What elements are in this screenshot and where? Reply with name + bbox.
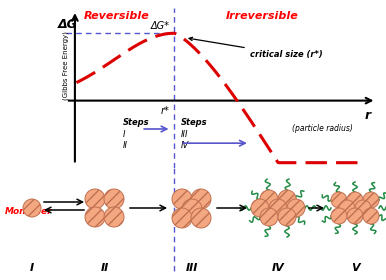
Circle shape (260, 190, 278, 208)
Circle shape (269, 199, 287, 217)
Text: II: II (123, 141, 128, 150)
Circle shape (191, 189, 211, 209)
Text: critical size (r*): critical size (r*) (189, 37, 322, 59)
Circle shape (355, 200, 371, 216)
Text: I: I (30, 263, 34, 273)
Circle shape (104, 207, 124, 227)
Circle shape (339, 200, 355, 216)
Circle shape (347, 208, 363, 224)
Circle shape (278, 190, 296, 208)
Circle shape (331, 192, 347, 208)
Circle shape (278, 208, 296, 226)
Text: III: III (186, 263, 198, 273)
Circle shape (85, 207, 105, 227)
Circle shape (260, 208, 278, 226)
Text: (Gibbs Free Energy): (Gibbs Free Energy) (62, 31, 68, 100)
Text: IV: IV (272, 263, 284, 273)
Circle shape (104, 189, 124, 209)
Text: Monomer: Monomer (5, 207, 52, 216)
Circle shape (23, 199, 41, 217)
Circle shape (172, 189, 192, 209)
Text: Steps: Steps (180, 118, 207, 127)
Circle shape (85, 189, 105, 209)
Text: (particle radius): (particle radius) (292, 124, 352, 133)
Text: ΔG: ΔG (58, 18, 77, 31)
Circle shape (363, 208, 379, 224)
Circle shape (287, 199, 305, 217)
Text: Irreversible: Irreversible (225, 11, 298, 21)
Circle shape (172, 208, 192, 228)
Circle shape (363, 192, 379, 208)
Text: r*: r* (161, 106, 170, 116)
Text: Reversible: Reversible (84, 11, 150, 21)
Circle shape (251, 199, 269, 217)
Text: III: III (180, 130, 188, 139)
Text: IV: IV (180, 141, 189, 150)
Circle shape (182, 199, 202, 219)
Text: r: r (364, 109, 371, 122)
Circle shape (331, 208, 347, 224)
Circle shape (347, 192, 363, 208)
Circle shape (191, 208, 211, 228)
Text: Steps: Steps (123, 118, 150, 127)
Text: ΔG*: ΔG* (151, 22, 170, 31)
Text: II: II (101, 263, 109, 273)
Text: I: I (123, 130, 125, 139)
Text: V: V (351, 263, 359, 273)
